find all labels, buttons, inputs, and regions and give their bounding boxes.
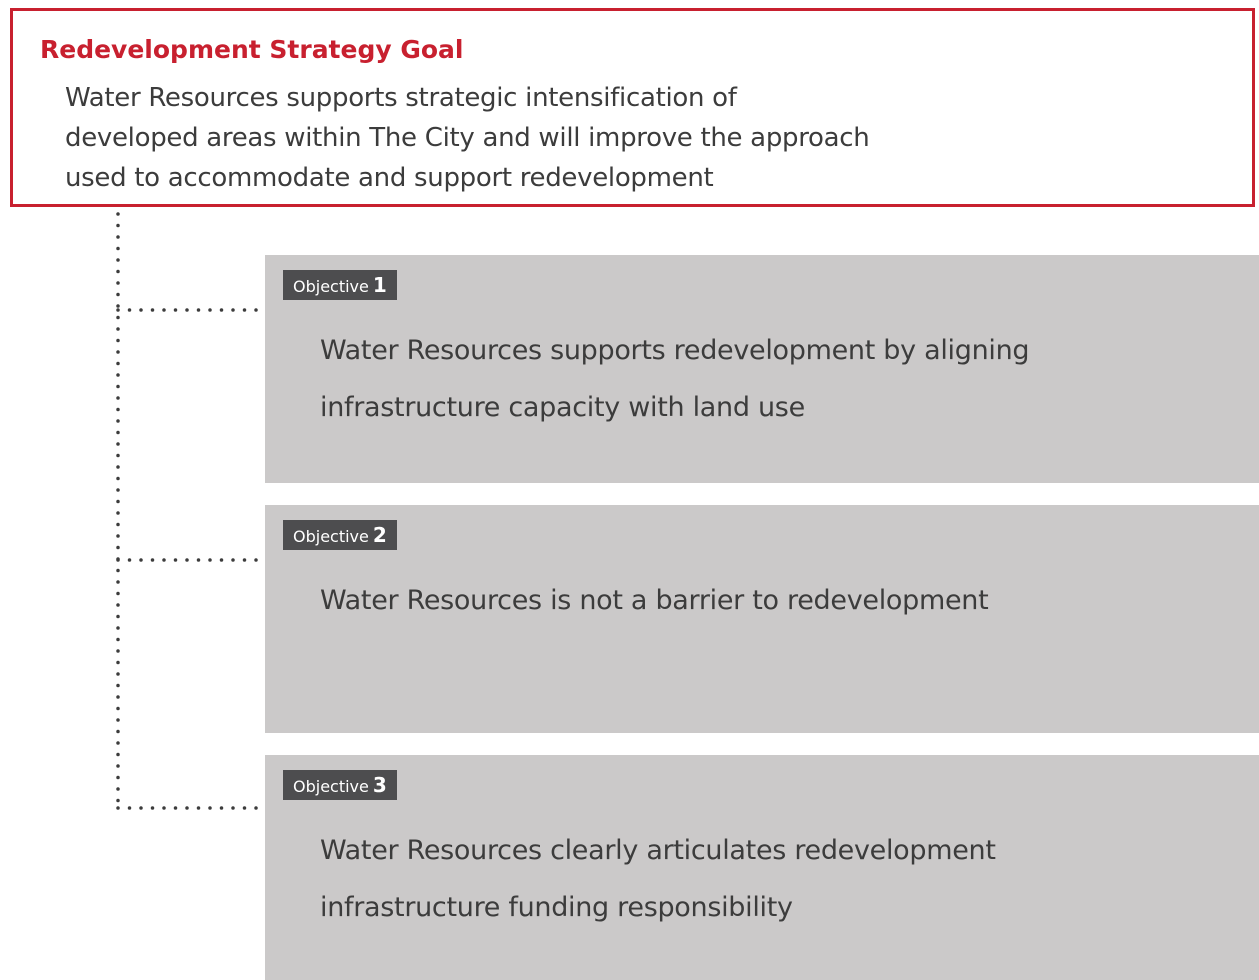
goal-text: Water Resources supports strategic inten… [65,83,737,113]
objective-text: Water Resources supports redevelopment b… [320,335,1030,366]
objective-label: Objective [293,527,369,546]
objective-label: Objective [293,277,369,296]
objective-number: 3 [372,773,387,797]
objective-box: Objective 1 Water Resources supports redev… [265,255,1259,483]
goal-box: Redevelopment Strategy Goal Water Resour… [10,8,1255,207]
objective-tab: Objective 3 [283,770,397,800]
objective-tab: Objective 2 [283,520,397,550]
objective-box: Objective 2 Water Resources is not a barri… [265,505,1259,733]
objective-tab: Objective 1 [283,270,397,300]
objective-number: 1 [372,273,387,297]
objective-text: infrastructure capacity with land use [320,392,805,423]
goal-title: Redevelopment Strategy Goal [40,35,464,64]
objective-box: Objective 3 Water Resources clearly articu… [265,755,1259,980]
objective-text: Water Resources clearly articulates rede… [320,835,996,866]
objective-text: Water Resources is not a barrier to rede… [320,585,989,616]
objective-number: 2 [372,523,387,547]
objective-label: Objective [293,777,369,796]
goal-text: used to accommodate and support redevelo… [65,163,714,193]
objective-text: infrastructure funding responsibility [320,892,793,923]
goal-text: developed areas within The City and will… [65,123,870,153]
